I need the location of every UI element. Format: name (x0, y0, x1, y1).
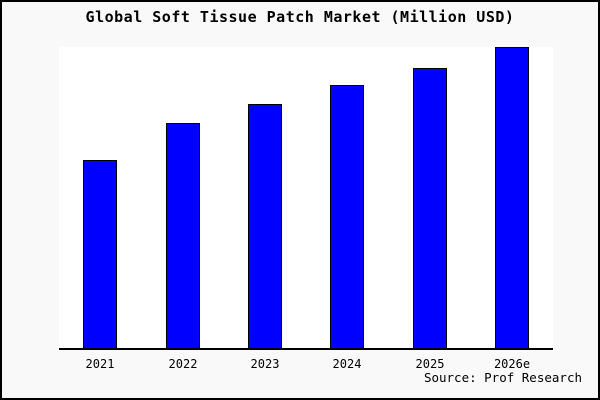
bar-2023 (248, 104, 282, 348)
x-axis-label-2025: 2025 (415, 357, 445, 371)
source-text: Source: Prof Research (423, 370, 582, 385)
chart-title: Global Soft Tissue Patch Market (Million… (85, 8, 515, 26)
x-axis-label-2024: 2024 (332, 357, 362, 371)
bar-2022 (166, 123, 200, 348)
x-axis-label-2022: 2022 (168, 357, 198, 371)
plot-area (59, 47, 553, 350)
bar-2024 (330, 85, 364, 348)
x-axis-label-2021: 2021 (85, 357, 115, 371)
bar-2026e (495, 47, 529, 348)
x-axis-label-2026e: 2026e (493, 357, 531, 371)
x-axis-label-2023: 2023 (250, 357, 280, 371)
bar-2025 (413, 68, 447, 348)
bar-2021 (83, 160, 117, 348)
